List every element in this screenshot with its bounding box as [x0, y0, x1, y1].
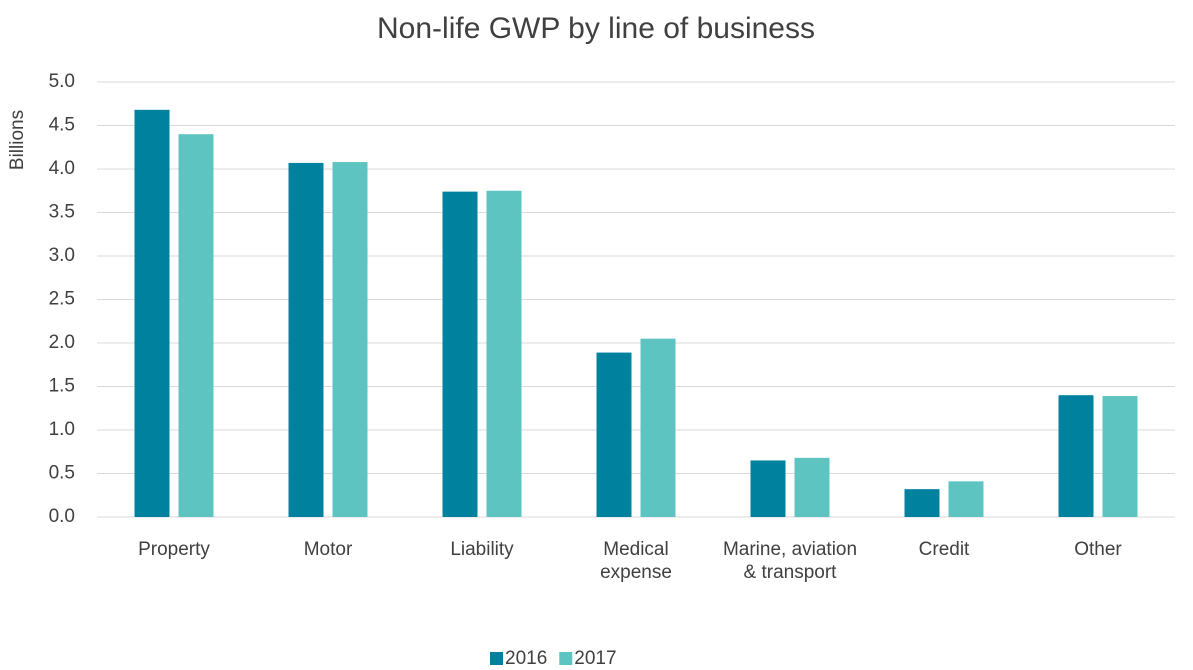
y-tick-label: 1.0	[49, 419, 75, 440]
x-tick-label: Motor	[303, 539, 353, 560]
x-tick-label: Property	[138, 539, 210, 560]
bar	[948, 481, 984, 517]
bar	[332, 162, 368, 518]
bar	[442, 191, 478, 517]
x-tick-label: Medical expense	[600, 539, 672, 583]
bar	[904, 489, 940, 517]
x-tick-label: Liability	[450, 539, 514, 560]
y-axis-label: Billions	[7, 110, 28, 170]
legend-label: 2016	[505, 648, 547, 669]
x-tick-label: Other	[1074, 539, 1122, 560]
bar	[178, 134, 214, 517]
bar	[794, 457, 830, 517]
y-tick-label: 5.0	[49, 71, 75, 92]
bar	[750, 460, 786, 517]
chart-title: Non-life GWP by line of business	[377, 12, 815, 45]
bar	[134, 109, 170, 517]
x-tick-label: Marine, aviation & transport	[722, 539, 858, 583]
y-tick-label: 4.0	[49, 158, 75, 179]
bar	[1058, 395, 1094, 517]
legend-label: 2017	[574, 648, 616, 669]
y-tick-label: 4.5	[49, 115, 75, 136]
y-tick-label: 2.5	[49, 289, 75, 310]
bar	[640, 338, 676, 517]
y-tick-label: 3.5	[49, 202, 75, 223]
y-tick-label: 3.0	[49, 245, 75, 266]
y-tick-label: 0.5	[49, 463, 75, 484]
bar	[596, 352, 632, 517]
x-tick-label: Credit	[918, 539, 970, 560]
y-tick-label: 2.0	[49, 332, 75, 353]
bar	[288, 162, 324, 517]
legend-swatch	[559, 652, 573, 665]
y-tick-label: 0.0	[49, 506, 75, 527]
legend-swatch	[490, 652, 503, 665]
bar	[1102, 396, 1138, 517]
bar	[486, 190, 522, 517]
y-tick-label: 1.5	[49, 376, 75, 397]
